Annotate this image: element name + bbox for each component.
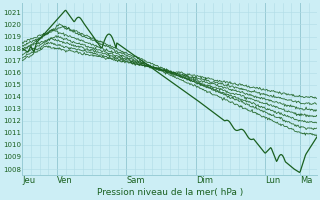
- X-axis label: Pression niveau de la mer( hPa ): Pression niveau de la mer( hPa ): [97, 188, 243, 197]
